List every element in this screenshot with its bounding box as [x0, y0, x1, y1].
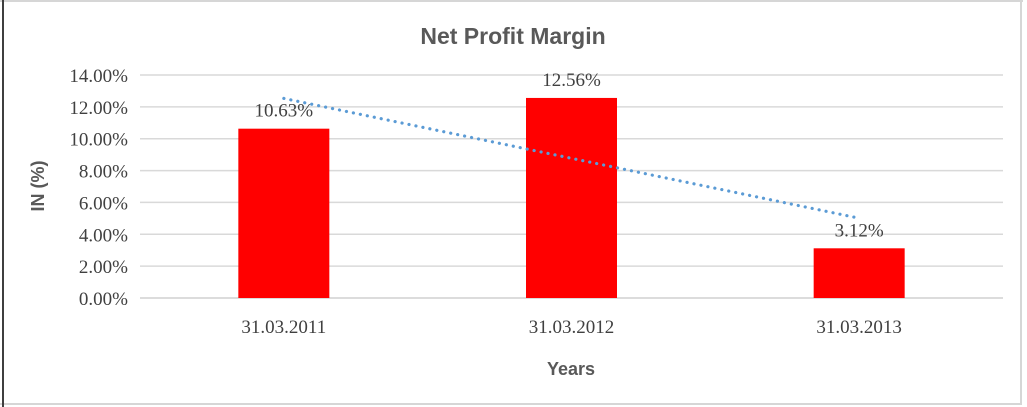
x-tick-label: 31.03.2012 — [529, 317, 615, 338]
x-tick-label: 31.03.2011 — [241, 317, 326, 338]
y-tick-label: 6.00% — [79, 193, 128, 214]
x-axis-labels: 31.03.2011 31.03.2012 31.03.2013 — [241, 317, 901, 338]
chart-title: Net Profit Margin — [420, 23, 605, 49]
y-tick-label: 8.00% — [79, 162, 128, 183]
trend-dotted-line — [282, 96, 861, 220]
data-label: 10.63% — [255, 101, 314, 122]
y-tick-label: 10.00% — [69, 130, 128, 151]
data-labels: 10.63% 12.56% 3.12% — [255, 70, 884, 241]
y-tick-label: 2.00% — [79, 257, 128, 278]
bar — [813, 248, 905, 298]
y-axis-labels: 0.00% 2.00% 4.00% 6.00% 8.00% 10.00% 12.00% 14.… — [69, 66, 128, 310]
bar — [238, 128, 330, 298]
y-tick-label: 14.00% — [69, 66, 128, 87]
data-label: 3.12% — [835, 220, 884, 241]
frame-border-right — [1020, 1, 1022, 405]
x-axis-title: Years — [547, 359, 595, 379]
bars-group — [238, 97, 905, 299]
y-tick-label: 0.00% — [79, 289, 128, 310]
frame-border-bottom — [0, 403, 1022, 405]
trendline — [282, 96, 861, 220]
y-tick-label: 12.00% — [69, 98, 128, 119]
x-tick-label: 31.03.2013 — [816, 317, 902, 338]
data-label: 12.56% — [542, 70, 601, 91]
bar — [526, 97, 617, 299]
y-axis-title: IN (%) — [28, 161, 48, 212]
frame-border-top — [0, 0, 1023, 2]
frame-border-left — [2, 0, 4, 407]
y-tick-label: 4.00% — [79, 225, 128, 246]
